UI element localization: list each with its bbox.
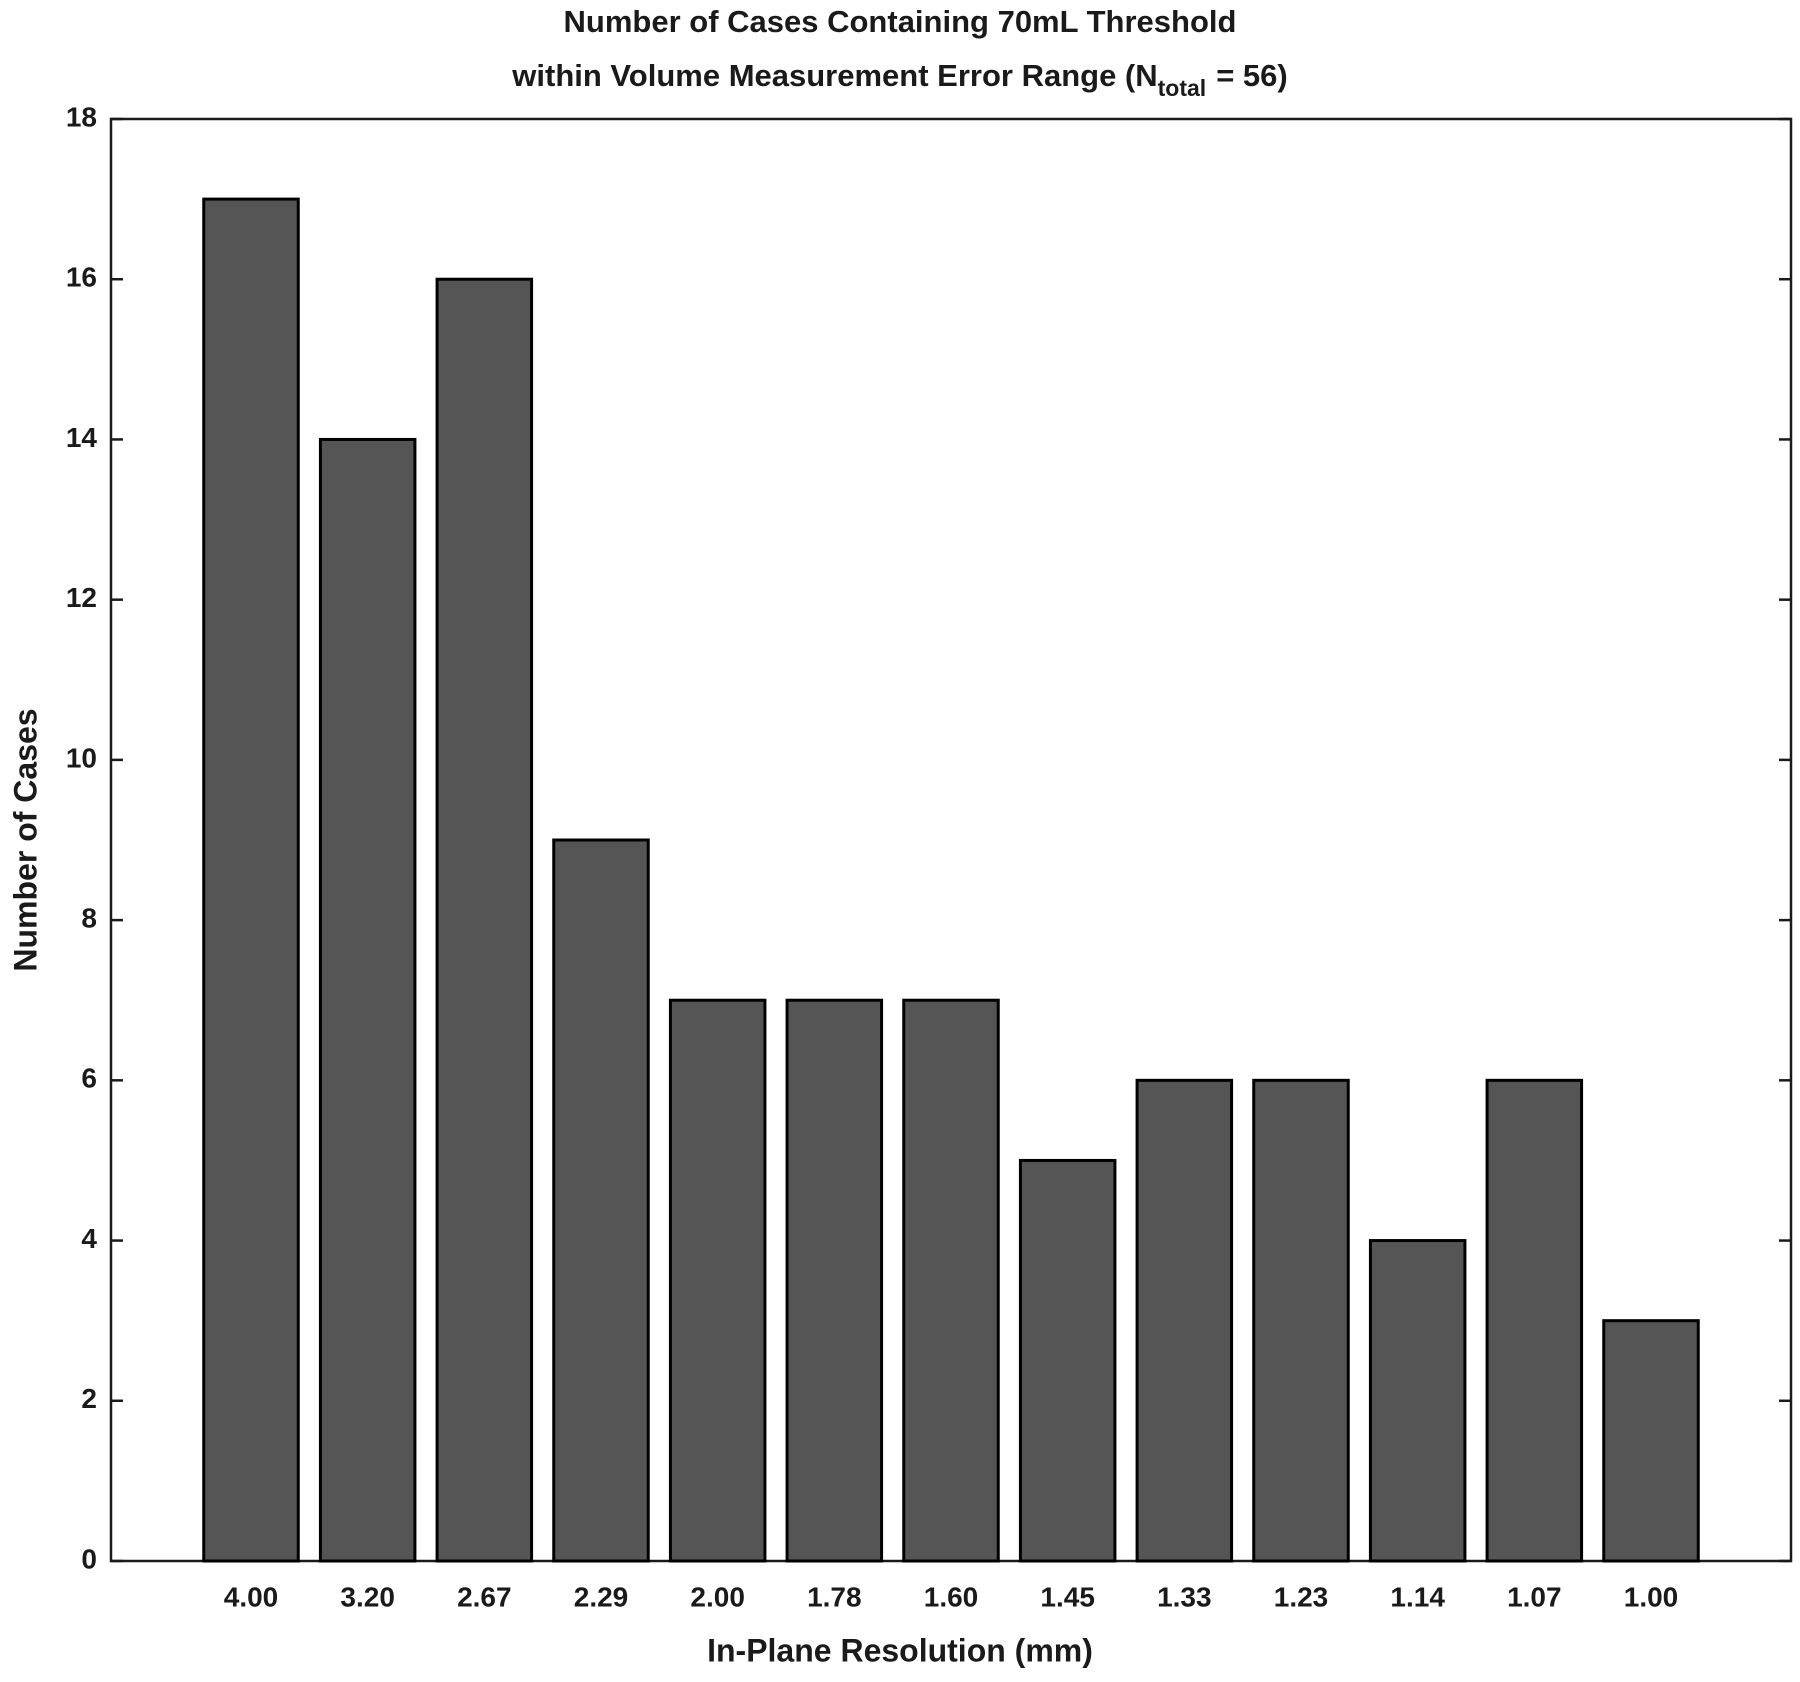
x-tick-label: 3.20 <box>340 1581 395 1612</box>
y-tick-label: 16 <box>66 262 97 293</box>
x-tick-label: 1.78 <box>807 1581 862 1612</box>
x-tick-label: 1.23 <box>1274 1581 1329 1612</box>
y-tick-label: 18 <box>66 101 97 132</box>
y-tick-label: 2 <box>81 1383 97 1414</box>
bar <box>1252 1078 1350 1563</box>
x-tick-label: 2.67 <box>457 1581 512 1612</box>
y-tick-label: 12 <box>66 582 97 613</box>
bar <box>1602 1319 1700 1563</box>
x-tick-label: 1.60 <box>924 1581 979 1612</box>
x-axis-label: In-Plane Resolution (mm) <box>707 1632 1093 1668</box>
y-tick-label: 14 <box>66 422 98 453</box>
bar <box>202 197 300 1563</box>
x-tick-label: 1.07 <box>1507 1581 1562 1612</box>
bar <box>318 437 417 1563</box>
x-tick-label: 2.00 <box>690 1581 745 1612</box>
x-tick-label: 1.14 <box>1390 1581 1445 1612</box>
bar <box>1135 1078 1234 1563</box>
bar <box>785 998 884 1563</box>
bar <box>1368 1239 1467 1563</box>
chart-title: within Volume Measurement Error Range (N… <box>511 58 1287 101</box>
x-tick-label: 4.00 <box>224 1581 279 1612</box>
bar <box>1485 1078 1584 1563</box>
chart-title: Number of Cases Containing 70mL Threshol… <box>564 4 1237 39</box>
bar <box>668 998 767 1563</box>
y-tick-label: 0 <box>81 1543 97 1574</box>
y-axis-label: Number of Cases <box>7 708 43 971</box>
y-tick-label: 6 <box>81 1063 97 1094</box>
x-tick-label: 1.33 <box>1157 1581 1212 1612</box>
y-tick-label: 10 <box>66 742 97 773</box>
x-tick-label: 1.00 <box>1624 1581 1679 1612</box>
x-tick-label: 2.29 <box>574 1581 629 1612</box>
x-tick-label: 1.45 <box>1040 1581 1095 1612</box>
title-subscript: total <box>1158 75 1207 101</box>
title-text: = 56) <box>1216 58 1288 93</box>
bar <box>552 838 650 1563</box>
bar <box>902 998 1000 1563</box>
bar <box>435 277 534 1563</box>
y-tick-label: 4 <box>81 1223 97 1254</box>
y-tick-label: 8 <box>81 903 97 934</box>
bar <box>1018 1158 1117 1563</box>
title-text: within Volume Measurement Error Range (N <box>511 58 1157 93</box>
